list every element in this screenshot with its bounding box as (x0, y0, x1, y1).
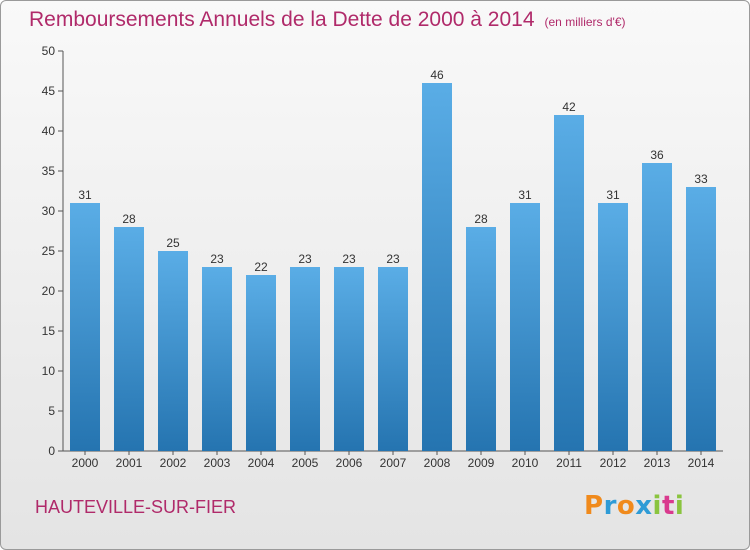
x-tick-label: 2004 (248, 456, 275, 470)
y-tick-label: 10 (42, 364, 56, 378)
x-tick-label: 2003 (204, 456, 231, 470)
bar-value-label: 23 (342, 252, 356, 266)
chart-title-text: Remboursements Annuels de la Dette de 20… (29, 8, 535, 31)
x-tick-label: 2005 (292, 456, 319, 470)
bar (598, 203, 628, 451)
y-tick-label: 50 (42, 44, 56, 58)
logo-letter: t (661, 491, 675, 521)
bar (378, 267, 408, 451)
bar-value-label: 23 (386, 252, 400, 266)
bar (422, 83, 452, 451)
bar-value-label: 28 (122, 212, 136, 226)
y-tick-label: 35 (42, 164, 56, 178)
x-tick-label: 2008 (424, 456, 451, 470)
bar (70, 203, 100, 451)
bar (114, 227, 144, 451)
bar-value-label: 36 (650, 148, 664, 162)
x-tick-label: 2006 (336, 456, 363, 470)
x-tick-label: 2009 (468, 456, 495, 470)
bar (290, 267, 320, 451)
x-tick-label: 2007 (380, 456, 407, 470)
bar-value-label: 31 (78, 188, 92, 202)
chart-unit: (en milliers d'€) (544, 15, 626, 29)
chart-title: Remboursements Annuels de la Dette de 20… (29, 8, 626, 32)
y-tick-label: 25 (42, 244, 56, 258)
bar-value-label: 42 (562, 100, 576, 114)
y-tick-label: 40 (42, 124, 56, 138)
x-tick-label: 2011 (556, 456, 582, 470)
bar-value-label: 33 (694, 172, 708, 186)
x-tick-label: 2001 (116, 456, 143, 470)
bar-value-label: 23 (298, 252, 312, 266)
x-tick-label: 2012 (600, 456, 627, 470)
bar-value-label: 23 (210, 252, 224, 266)
logo-letter: r (603, 491, 617, 521)
bar-value-label: 25 (166, 236, 180, 250)
bar (642, 163, 672, 451)
bar-value-label: 46 (430, 68, 444, 82)
y-tick-label: 5 (48, 404, 55, 418)
bar (466, 227, 496, 451)
bar (686, 187, 716, 451)
logo-letter: x (635, 491, 653, 521)
logo-letter: i (652, 491, 662, 521)
y-tick-label: 20 (42, 284, 56, 298)
bar (202, 267, 232, 451)
bar (158, 251, 188, 451)
bar-value-label: 28 (474, 212, 488, 226)
y-tick-label: 45 (42, 84, 56, 98)
bar-value-label: 31 (606, 188, 620, 202)
proxiti-logo: Proxiti (584, 491, 684, 521)
logo-letter: i (674, 491, 685, 521)
x-tick-label: 2010 (512, 456, 539, 470)
x-tick-label: 2013 (644, 456, 671, 470)
bar (334, 267, 364, 451)
commune-name: HAUTEVILLE-SUR-FIER (35, 497, 237, 517)
logo-letter: P (584, 491, 604, 521)
logo-letter: o (616, 491, 636, 521)
x-tick-label: 2002 (160, 456, 187, 470)
y-tick-label: 0 (48, 444, 55, 458)
x-tick-label: 2000 (72, 456, 99, 470)
y-tick-label: 15 (42, 324, 56, 338)
bar (246, 275, 276, 451)
y-tick-label: 30 (42, 204, 56, 218)
bar (554, 115, 584, 451)
x-tick-label: 2014 (688, 456, 715, 470)
bar-value-label: 31 (518, 188, 532, 202)
bar (510, 203, 540, 451)
bar-value-label: 22 (254, 260, 268, 274)
